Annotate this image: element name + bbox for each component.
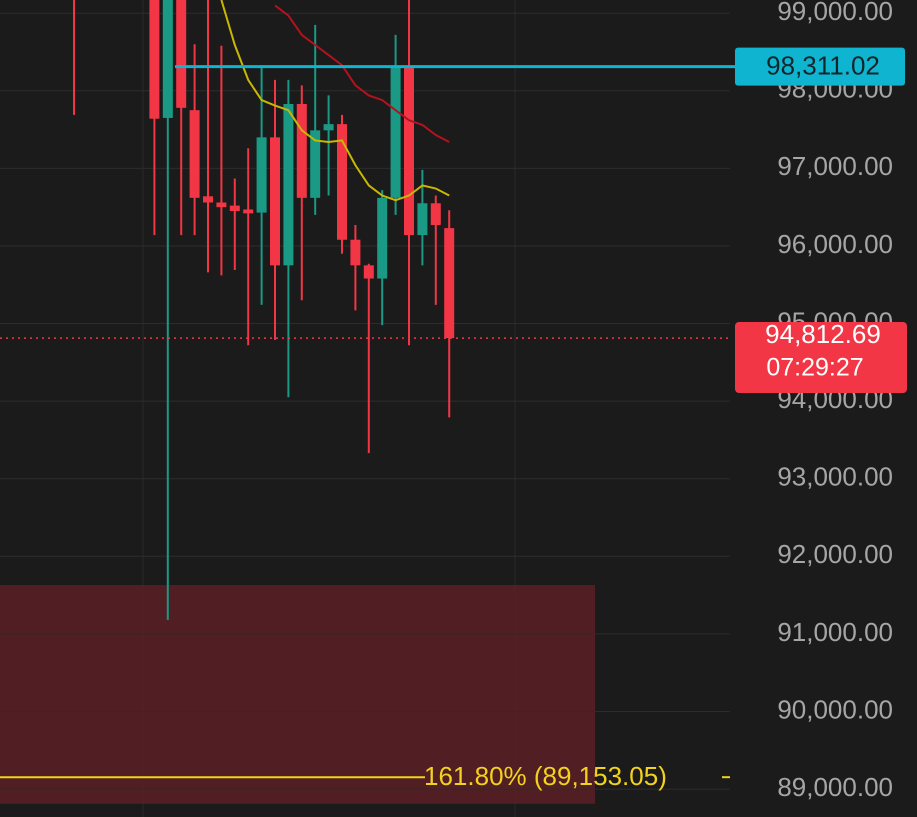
candle-body	[323, 124, 334, 131]
candle-body	[270, 137, 280, 266]
candle-body	[229, 205, 240, 212]
candle-body	[363, 265, 374, 279]
candle-body	[216, 202, 227, 208]
plot-area: 161.80% (89,153.05)	[0, 0, 730, 804]
candle-body	[404, 67, 414, 236]
candle-body	[350, 239, 361, 266]
y-tick-label: 93,000.00	[777, 462, 893, 492]
last-price-box	[735, 322, 907, 393]
target-zone	[0, 585, 595, 804]
fib-label: 161.80% (89,153.05)	[424, 761, 667, 791]
candle-body	[417, 203, 428, 236]
y-tick-label: 99,000.00	[777, 0, 893, 26]
candle-body	[390, 67, 401, 198]
candle-body	[310, 130, 321, 198]
y-tick-label: 89,000.00	[777, 772, 893, 802]
price-axis: 89,000.00 90,000.00 91,000.00 92,000.00 93,0…	[730, 0, 907, 802]
candle-body	[162, 0, 173, 118]
moving-average-line	[220, 0, 450, 202]
candle-body	[337, 124, 347, 240]
marked-price-label: 98,311.02	[766, 51, 880, 81]
candle-body	[203, 196, 213, 203]
y-tick-label: 91,000.00	[777, 617, 893, 647]
marked-price-box	[735, 47, 905, 86]
y-tick-label: 90,000.00	[777, 694, 893, 724]
candle-body	[283, 103, 294, 266]
candle-body	[176, 0, 187, 108]
y-tick-label: 92,000.00	[777, 539, 893, 569]
last-price-label: 94,812.69	[765, 319, 881, 349]
candle-body	[430, 203, 441, 226]
y-tick-label: 97,000.00	[777, 151, 893, 181]
candle-body	[444, 228, 455, 339]
candle-body	[256, 137, 267, 213]
candle-body	[377, 197, 388, 279]
moving-average-line	[274, 4, 450, 143]
candle-body	[296, 103, 307, 198]
countdown-label: 07:29:27	[766, 354, 863, 382]
y-tick-label: 96,000.00	[777, 229, 893, 259]
candle-body	[189, 110, 200, 198]
candle-body	[243, 209, 254, 214]
candle-body	[149, 0, 160, 119]
